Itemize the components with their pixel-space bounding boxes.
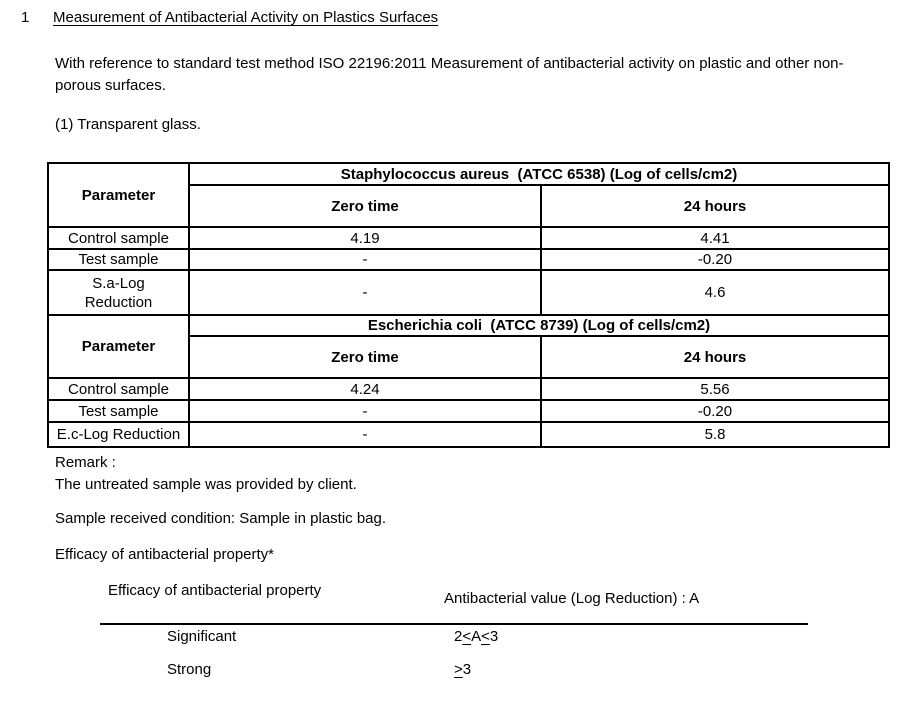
- row-label-cell: Test sample: [47, 248, 190, 271]
- intro-paragraph: With reference to standard test method I…: [55, 55, 844, 94]
- table-row: E.c-Log Reduction - 5.8: [47, 421, 890, 448]
- remark-text: The untreated sample was provided by cli…: [55, 476, 357, 493]
- zero-time-header-cell: Zero time: [188, 335, 542, 379]
- organism-header-ecoli: Escherichia coli (ATCC 8739) (Log of cel…: [188, 314, 890, 337]
- efficacy-row-value: 2<A<3: [454, 628, 499, 645]
- sample-condition-text: Sample received condition: Sample in pla…: [55, 510, 387, 527]
- efficacy-note: Efficacy of antibacterial property*: [55, 546, 275, 563]
- table-row: Control sample 4.19 4.41: [47, 226, 890, 250]
- table-row: Parameter Staphylococcus aureus (ATCC 65…: [47, 162, 890, 228]
- table-row: Control sample 4.24 5.56: [47, 377, 890, 401]
- organism-header-saureus: Staphylococcus aureus (ATCC 6538) (Log o…: [188, 162, 890, 186]
- efficacy-row-label: Significant: [167, 628, 237, 645]
- value-cell: -0.20: [540, 248, 890, 271]
- section-number: 1: [21, 9, 30, 26]
- table-row: Parameter Escherichia coli (ATCC 8739) (…: [47, 314, 890, 379]
- value-cell: 5.8: [540, 421, 890, 448]
- efficacy-row-value: >3: [454, 661, 472, 678]
- sample-subitem: (1) Transparent glass.: [55, 116, 201, 133]
- row-label-cell: Control sample: [47, 377, 190, 401]
- page-title: Measurement of Antibacterial Activity on…: [53, 9, 439, 26]
- results-table: Parameter Staphylococcus aureus (ATCC 65…: [47, 162, 890, 448]
- table-row: Test sample - -0.20: [47, 399, 890, 423]
- value-cell: -: [188, 421, 542, 448]
- efficacy-column-property-header: Efficacy of antibacterial property: [108, 582, 322, 599]
- row-label-cell: Control sample: [47, 226, 190, 250]
- table-row: Zero time 24 hours: [48, 335, 890, 379]
- 24-hours-header-cell: 24 hours: [540, 335, 890, 379]
- horizontal-divider: [100, 623, 808, 625]
- row-label-cell: E.c-Log Reduction: [47, 421, 190, 448]
- table-row: Zero time 24 hours: [48, 184, 890, 228]
- value-cell: 4.24: [188, 377, 542, 401]
- value-cell: 4.6: [540, 269, 890, 316]
- table-row: S.a-Log Reduction - 4.6: [47, 269, 890, 316]
- value-cell: -: [188, 399, 542, 423]
- efficacy-column-value-header: Antibacterial value (Log Reduction) : A: [444, 590, 700, 607]
- efficacy-row-label: Strong: [167, 661, 212, 678]
- table-row: Test sample - -0.20: [47, 248, 890, 271]
- zero-time-header-cell: Zero time: [188, 184, 542, 228]
- value-cell: 5.56: [540, 377, 890, 401]
- value-cell: -0.20: [540, 399, 890, 423]
- remark-label: Remark :: [55, 454, 116, 471]
- 24-hours-header-cell: 24 hours: [540, 184, 890, 228]
- row-label-cell: S.a-Log Reduction: [47, 269, 190, 316]
- parameter-header-cell: Parameter: [47, 162, 190, 228]
- value-cell: 4.41: [540, 226, 890, 250]
- parameter-header-cell: Parameter: [47, 314, 190, 379]
- value-cell: -: [188, 269, 542, 316]
- value-cell: -: [188, 248, 542, 271]
- value-cell: 4.19: [188, 226, 542, 250]
- row-label-cell: Test sample: [47, 399, 190, 423]
